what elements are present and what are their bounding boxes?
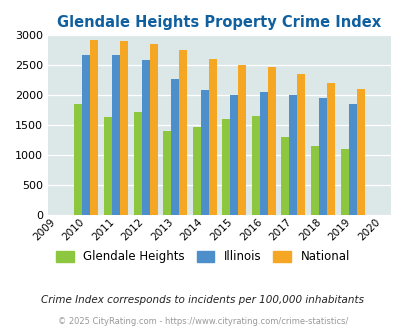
Bar: [149, 44, 157, 215]
Bar: [192, 126, 200, 215]
Bar: [289, 95, 297, 215]
Bar: [141, 60, 149, 215]
Text: © 2025 CityRating.com - https://www.cityrating.com/crime-statistics/: © 2025 CityRating.com - https://www.city…: [58, 317, 347, 326]
Bar: [318, 98, 326, 215]
Bar: [310, 146, 318, 215]
Bar: [179, 50, 187, 215]
Bar: [171, 79, 179, 215]
Bar: [281, 137, 289, 215]
Bar: [208, 59, 216, 215]
Bar: [267, 67, 275, 215]
Bar: [222, 119, 230, 215]
Text: Crime Index corresponds to incidents per 100,000 inhabitants: Crime Index corresponds to incidents per…: [41, 295, 364, 305]
Bar: [104, 117, 112, 215]
Bar: [297, 74, 305, 215]
Bar: [230, 95, 238, 215]
Bar: [259, 92, 267, 215]
Legend: Glendale Heights, Illinois, National: Glendale Heights, Illinois, National: [51, 246, 354, 268]
Bar: [340, 149, 348, 215]
Bar: [133, 112, 141, 215]
Bar: [356, 89, 364, 215]
Bar: [90, 40, 98, 215]
Title: Glendale Heights Property Crime Index: Glendale Heights Property Crime Index: [57, 15, 381, 30]
Bar: [251, 116, 259, 215]
Bar: [74, 104, 82, 215]
Bar: [82, 55, 90, 215]
Bar: [348, 104, 356, 215]
Bar: [200, 90, 208, 215]
Bar: [163, 131, 171, 215]
Bar: [120, 41, 128, 215]
Bar: [112, 55, 120, 215]
Bar: [326, 83, 334, 215]
Bar: [238, 65, 246, 215]
